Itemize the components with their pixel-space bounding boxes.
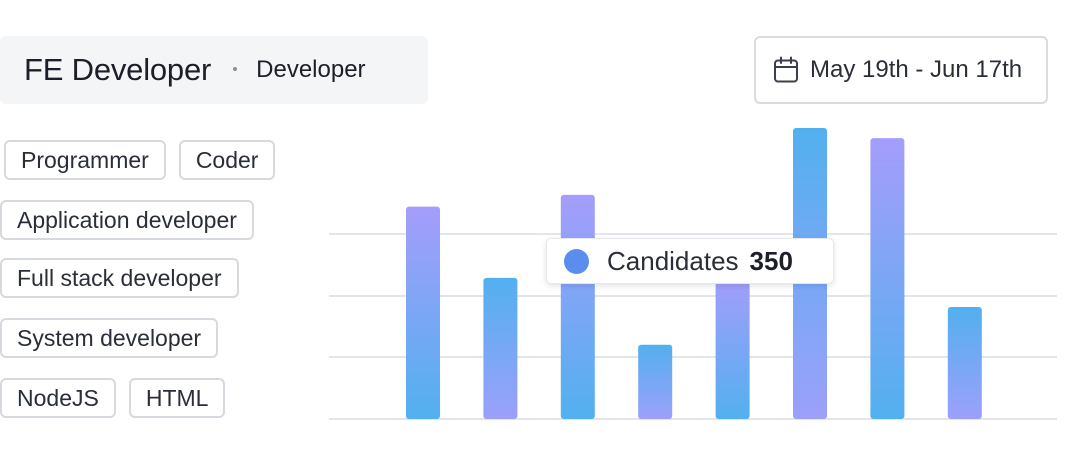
tag-html[interactable]: HTML: [128, 378, 226, 418]
tag-row: System developer: [0, 318, 231, 358]
job-category: Developer: [256, 56, 366, 83]
date-range-button[interactable]: May 19th - Jun 17th: [754, 36, 1048, 104]
tag-system-developer[interactable]: System developer: [0, 318, 219, 358]
series-color-dot: [564, 248, 589, 274]
tag-row: Full stack developer: [0, 258, 252, 298]
job-title-card: FE Developer Developer: [0, 36, 428, 104]
separator-dot: [233, 67, 238, 71]
tag-row: Application developer: [0, 200, 267, 240]
calendar-icon: [773, 56, 799, 84]
tag-programmer[interactable]: Programmer: [4, 140, 166, 180]
chart-bar[interactable]: [638, 344, 673, 419]
tag-row: Programmer Coder: [4, 140, 288, 180]
tooltip-value: 350: [749, 245, 793, 276]
date-range-label: May 19th - Jun 17th: [810, 56, 1023, 83]
chart-bar[interactable]: [947, 306, 982, 419]
chart-tooltip: Candidates 350: [546, 238, 834, 284]
chart-bar[interactable]: [715, 276, 750, 419]
chart-bar[interactable]: [560, 194, 595, 419]
tag-full-stack-developer[interactable]: Full stack developer: [0, 258, 239, 298]
job-title: FE Developer: [24, 52, 212, 87]
tag-coder[interactable]: Coder: [178, 140, 276, 180]
tooltip-label: Candidates: [607, 245, 739, 276]
chart-bar[interactable]: [483, 277, 518, 419]
candidates-bar-chart: [329, 128, 1057, 420]
tag-row: NodeJS HTML: [0, 378, 238, 418]
tag-nodejs[interactable]: NodeJS: [0, 378, 116, 418]
chart-bar[interactable]: [870, 138, 905, 419]
tag-application-developer[interactable]: Application developer: [0, 200, 254, 240]
chart-bar[interactable]: [406, 206, 440, 419]
